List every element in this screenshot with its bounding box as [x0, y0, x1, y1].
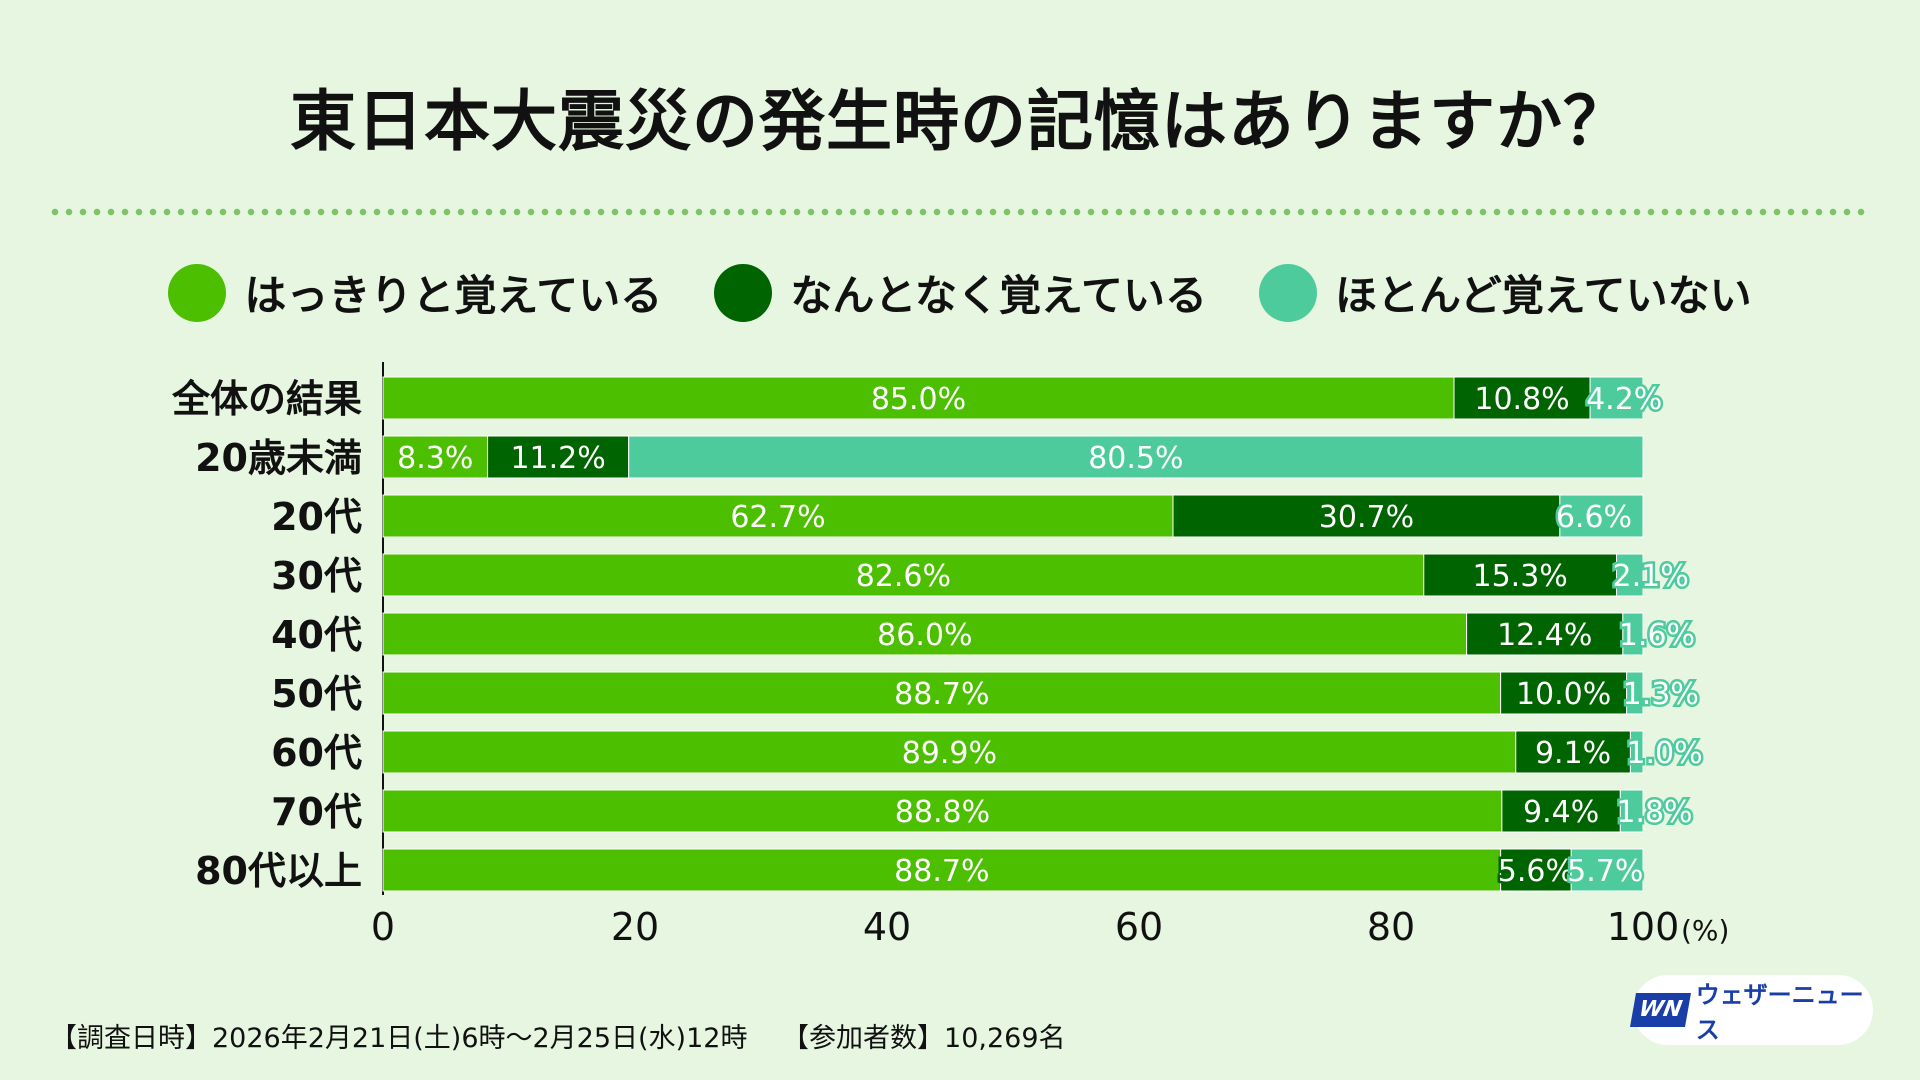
data-label: 30.7% — [1319, 500, 1414, 535]
stacked-bar-chart: 全体の結果 85.0% 10.8% 4.2% 20歳未満 8.3% 11.2% 80.5% 20… — [171, 362, 1729, 949]
participant-count: 【参加者数】10,269名 — [782, 1023, 1066, 1054]
data-label: 9.1% — [1535, 736, 1611, 771]
logo-text: ウェザーニュース — [1695, 981, 1864, 1044]
data-label: 10.8% — [1474, 382, 1569, 417]
bar-segment — [382, 671, 1502, 715]
bar-segment — [1500, 671, 1628, 715]
bar-segment — [1619, 789, 1644, 833]
category-label: 60代 — [271, 731, 362, 775]
bar-segment — [1629, 730, 1644, 774]
x-tick-label: 0 — [371, 905, 395, 949]
data-label: 62.7% — [730, 500, 825, 535]
bar-segment — [1626, 671, 1644, 715]
bar-segment — [628, 435, 1644, 479]
data-label: 1.3% — [1623, 677, 1699, 712]
bar-segment — [1453, 376, 1591, 420]
dotted-divider — [48, 208, 1866, 216]
data-label: 86.0% — [877, 618, 972, 653]
x-unit-label: (%) — [1681, 914, 1729, 947]
category-label: 50代 — [271, 672, 362, 716]
data-label: 6.6% — [1556, 500, 1632, 535]
chart-title: 東日本大震災の発生時の記憶はありますか？ — [290, 83, 1630, 160]
legend-label-clear: はっきりと覚えている — [244, 271, 663, 320]
data-label: 1.8% — [1616, 795, 1692, 830]
weathernews-logo: WN ウェザーニュース — [1630, 975, 1873, 1045]
bar-segment — [1570, 848, 1644, 892]
data-label: 88.7% — [894, 854, 989, 889]
data-label: 85.0% — [871, 382, 966, 417]
category-label: 20歳未満 — [195, 436, 362, 480]
data-label: 12.4% — [1497, 618, 1592, 653]
bar-segment — [1423, 553, 1618, 597]
data-label: 4.2% — [1586, 382, 1662, 417]
legend-label-vague: なんとなく覚えている — [790, 271, 1207, 320]
footer: 【調査日時】2026年2月21日(土)6時〜2月25日(水)12時 【参加者数】… — [50, 1016, 1092, 1055]
bar-segment — [487, 435, 630, 479]
bar-segment — [1501, 789, 1621, 833]
legend-swatch-vague — [714, 263, 773, 322]
bar-segment — [382, 789, 1503, 833]
data-label: 2.1% — [1613, 559, 1689, 594]
bar-segment — [382, 553, 1425, 597]
data-label: 8.3% — [397, 441, 473, 476]
data-label: 5.7% — [1567, 854, 1643, 889]
legend: はっきりと覚えている なんとなく覚えている ほとんど覚えていない — [0, 262, 1920, 323]
x-tick-label: 60 — [1115, 905, 1163, 949]
x-tick-label: 20 — [611, 905, 659, 949]
category-label: 30代 — [271, 554, 362, 598]
category-label: 80代以上 — [195, 849, 362, 893]
data-label: 9.4% — [1523, 795, 1599, 830]
bar-segment — [1616, 553, 1644, 597]
legend-swatch-none — [1258, 263, 1317, 322]
data-label: 15.3% — [1472, 559, 1567, 594]
category-label: 70代 — [271, 790, 362, 834]
data-label: 11.2% — [510, 441, 605, 476]
bar-segment — [1500, 848, 1572, 892]
category-label: 全体の結果 — [171, 377, 362, 421]
data-label: 5.6% — [1498, 854, 1574, 889]
data-label: 10.0% — [1516, 677, 1611, 712]
bar-segment — [1466, 612, 1624, 656]
legend-label-none: ほとんど覚えていない — [1334, 271, 1752, 320]
bar-segment — [1559, 494, 1644, 538]
legend-swatch-clear — [168, 263, 227, 322]
category-label: 20代 — [271, 495, 362, 539]
category-label: 40代 — [271, 613, 362, 657]
bar-segment — [382, 848, 1502, 892]
data-label: 1.6% — [1619, 618, 1695, 653]
x-tick-label: 100 — [1607, 905, 1680, 949]
logo-mark: WN — [1630, 993, 1691, 1027]
bar-segment — [1589, 376, 1644, 420]
bar-segment — [1622, 612, 1644, 656]
bar-segment — [382, 494, 1174, 538]
x-tick-label: 40 — [863, 905, 911, 949]
bar-segment — [382, 376, 1455, 420]
bar-segment — [1515, 730, 1631, 774]
survey-date: 【調査日時】2026年2月21日(土)6時〜2月25日(水)12時 — [50, 1023, 748, 1054]
legend-item-vague: なんとなく覚えている — [714, 262, 1207, 323]
bar-segment — [382, 730, 1517, 774]
legend-item-clear: はっきりと覚えている — [168, 262, 662, 323]
data-label: 89.9% — [902, 736, 997, 771]
data-label: 82.6% — [856, 559, 951, 594]
data-label: 1.0% — [1626, 736, 1702, 771]
x-tick-label: 80 — [1367, 905, 1415, 949]
data-label: 88.7% — [894, 677, 989, 712]
legend-item-none: ほとんど覚えていない — [1258, 262, 1752, 323]
data-label: 88.8% — [895, 795, 990, 830]
bar-segment — [382, 612, 1468, 656]
data-label: 80.5% — [1088, 441, 1183, 476]
